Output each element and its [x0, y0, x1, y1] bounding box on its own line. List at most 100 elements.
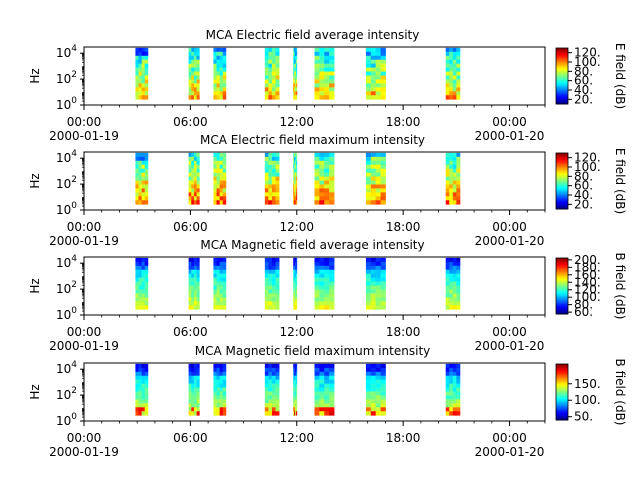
spectrogram-cell: [380, 83, 386, 88]
spectrogram-cell: [293, 196, 295, 201]
spectrogram-cell: [314, 257, 320, 263]
colorbar-frame: [555, 47, 569, 105]
colorbar-swatch: [556, 413, 568, 415]
spectrogram-cell: [188, 277, 192, 282]
spectrogram-cell: [135, 172, 139, 177]
spectrogram-cell: [138, 91, 143, 96]
spectrogram-cell: [193, 156, 197, 162]
spectrogram-cell: [375, 293, 381, 298]
spectrogram-cell: [271, 387, 276, 392]
spectrogram-cell: [275, 184, 280, 189]
spectrogram-cell: [295, 51, 298, 57]
spectrogram-cell: [375, 95, 381, 100]
spectrogram-cell: [370, 395, 377, 400]
spectrogram-cell: [188, 261, 192, 267]
spectrogram-cell: [445, 411, 450, 416]
colorbar-tick-label: 80.: [574, 298, 593, 312]
spectrogram-cell: [188, 79, 192, 84]
spectrogram-cell: [294, 305, 296, 310]
spectrogram-cell: [295, 152, 298, 158]
colorbar-swatch: [556, 387, 568, 390]
spectrogram-cell: [135, 371, 139, 377]
spectrogram-cell: [144, 371, 149, 377]
spectrogram-cell: [452, 152, 457, 158]
spectrogram-cell: [324, 363, 330, 369]
spectrogram-cell: [268, 180, 273, 185]
spectrogram-cell: [375, 91, 381, 96]
spectrogram-cell: [295, 387, 297, 392]
spectrogram-cell: [365, 363, 372, 369]
spectrogram-cell: [193, 196, 197, 201]
spectrogram-cell: [293, 399, 295, 404]
spectrogram-cell: [264, 285, 269, 290]
spectrogram-cell: [216, 411, 221, 416]
spectrogram-cell: [191, 67, 195, 72]
spectrogram-cell: [365, 407, 372, 412]
spectrogram-cell: [138, 71, 143, 76]
spectrogram-cell: [216, 51, 221, 57]
spectrogram-cell: [264, 63, 269, 69]
spectrogram-cell: [135, 399, 139, 404]
spectrogram-cell: [141, 192, 146, 197]
spectrogram-cell: [219, 281, 224, 286]
spectrogram-cell: [264, 184, 269, 189]
spectrogram-cell: [294, 188, 296, 193]
colorbar-swatch: [556, 90, 568, 92]
colorbar-swatch: [556, 197, 568, 200]
spectrogram-cell: [275, 403, 280, 408]
spectrogram-cell: [196, 184, 200, 189]
spectrogram-segment: [314, 47, 335, 100]
spectrogram-cell: [141, 297, 146, 302]
spectrogram-cell: [365, 269, 372, 275]
spectrogram-cell: [144, 47, 149, 53]
spectrogram-cell: [319, 79, 325, 84]
spectrogram-cell: [144, 281, 149, 286]
spectrogram-cell: [314, 289, 320, 294]
spectrogram-cell: [135, 281, 139, 286]
spectrogram-cell: [193, 293, 197, 298]
spectrogram-cell: [314, 67, 320, 72]
spectrogram-cell: [188, 269, 192, 275]
spectrogram-cell: [445, 371, 450, 377]
spectrogram-cell: [213, 156, 217, 162]
spectrogram-cell: [380, 95, 386, 100]
spectrogram-cell: [324, 399, 330, 404]
spectrogram-cell: [144, 55, 149, 61]
spectrogram-cell: [144, 363, 149, 369]
spectrogram-cell: [216, 297, 221, 302]
spectrogram-cell: [449, 403, 454, 408]
spectrogram-cell: [191, 200, 195, 205]
spectrogram-cell: [264, 172, 269, 177]
y-tick-label: 100: [56, 412, 77, 428]
spectrogram-cell: [452, 75, 457, 80]
spectrogram-cell: [216, 47, 221, 53]
spectrogram-cell: [193, 51, 197, 57]
spectrogram-cell: [380, 59, 386, 65]
spectrogram-cell: [370, 91, 377, 96]
spectrogram-cell: [268, 63, 273, 69]
spectrogram-cell: [295, 192, 297, 197]
spectrogram-cell: [196, 63, 200, 69]
spectrogram-cell: [445, 297, 450, 302]
spectrogram-cell: [319, 407, 325, 412]
spectrogram-cell: [452, 273, 457, 279]
spectrogram-cell: [449, 395, 454, 400]
spectrogram-cell: [452, 79, 457, 84]
spectrogram-cell: [445, 87, 450, 92]
spectrogram-cell: [294, 91, 296, 96]
spectrogram-cell: [452, 387, 457, 392]
spectrogram-cell: [319, 297, 325, 302]
spectrogram-cell: [329, 371, 335, 377]
spectrogram-segment: [365, 257, 386, 310]
spectrogram-cell: [264, 269, 269, 275]
spectrogram-cell: [452, 160, 457, 166]
spectrogram-cell: [196, 403, 200, 408]
spectrogram-cell: [219, 164, 224, 170]
colorbar-label: E field (dB): [613, 148, 627, 214]
spectrogram-cell: [213, 383, 217, 388]
spectrogram-cell: [380, 265, 386, 271]
spectrogram-cell: [456, 152, 461, 158]
spectrogram-cell: [213, 160, 217, 166]
spectrogram-segment: [264, 363, 280, 416]
spectrogram-cell: [138, 293, 143, 298]
